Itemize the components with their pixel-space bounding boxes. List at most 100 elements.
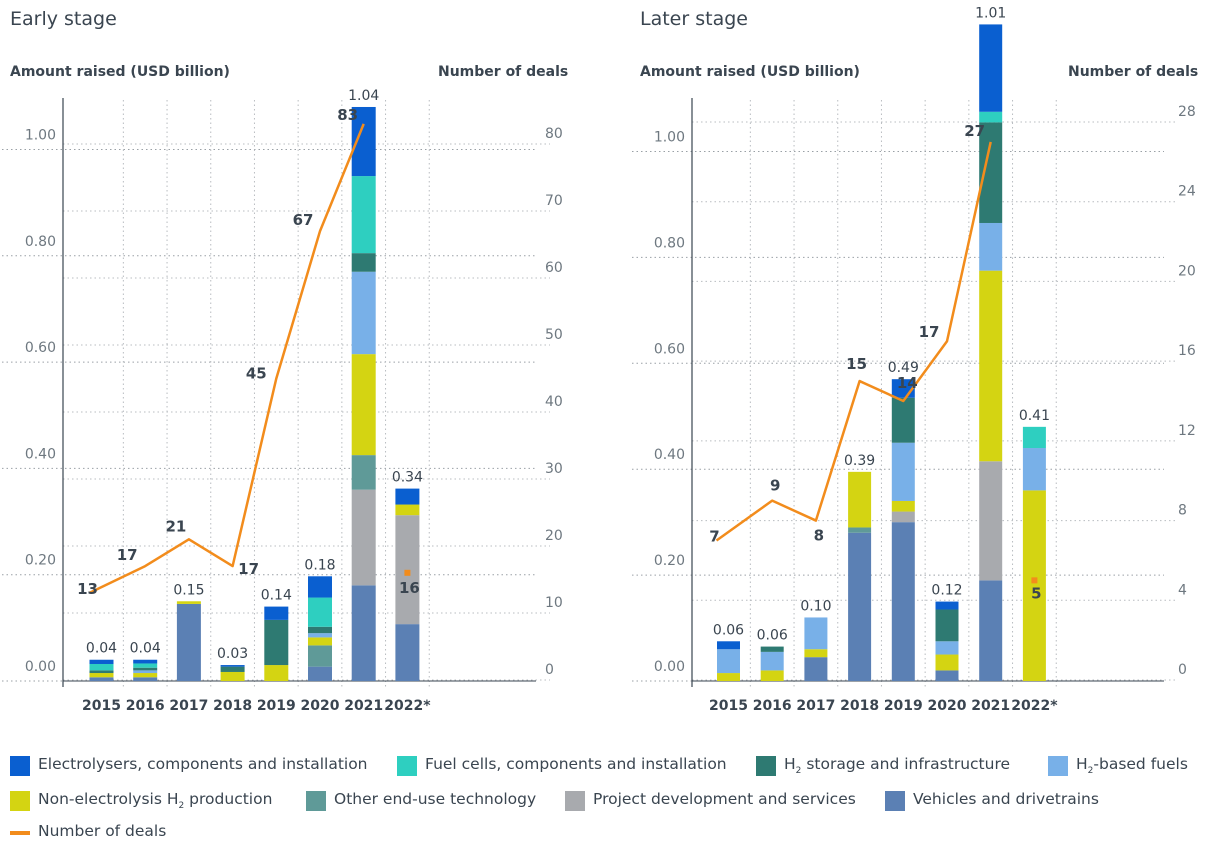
bar-total-label: 0.03 bbox=[217, 646, 248, 662]
legend-label-projectdev: Project development and services bbox=[593, 790, 856, 808]
y2-tick-label: 80 bbox=[545, 126, 563, 142]
bar-segment bbox=[1022, 426, 1046, 449]
bar-total-label: 0.10 bbox=[800, 598, 831, 614]
early-y2label: Number of deals bbox=[438, 64, 569, 80]
legend-label-h2storage: H2 storage and infrastructure bbox=[784, 755, 1011, 777]
y2-tick-label: 12 bbox=[1178, 423, 1196, 439]
bar-segment bbox=[351, 271, 376, 355]
y2-tick-label: 16 bbox=[1178, 343, 1196, 359]
x-tick-label: 2017 bbox=[796, 698, 835, 714]
legend-swatch-fuelcells bbox=[397, 756, 417, 776]
bar-segment bbox=[935, 654, 959, 671]
y2-tick-label: 40 bbox=[545, 394, 563, 410]
deals-value-label: 5 bbox=[1031, 584, 1041, 602]
y2-tick-label: 60 bbox=[545, 260, 563, 276]
legend-label-otherenduse: Other end-use technology bbox=[334, 790, 537, 808]
deals-value-label: 7 bbox=[709, 528, 719, 546]
bar-segment bbox=[351, 489, 376, 586]
y-tick-label: 0.00 bbox=[25, 659, 56, 675]
bar-total-label: 0.18 bbox=[304, 557, 335, 573]
bar-segment bbox=[89, 659, 114, 664]
bar-total-label: 0.39 bbox=[844, 453, 875, 469]
x-tick-label: 2018 bbox=[840, 698, 879, 714]
y2-tick-label: 0 bbox=[545, 662, 554, 678]
x-tick-label: 2017 bbox=[169, 698, 208, 714]
y-tick-label: 0.40 bbox=[25, 446, 56, 462]
bar-segment bbox=[264, 606, 289, 620]
bar-segment bbox=[133, 670, 158, 674]
bar-segment bbox=[848, 532, 872, 681]
later-y2label: Number of deals bbox=[1068, 64, 1199, 80]
legend-swatch-nonelectrolysis bbox=[10, 791, 30, 811]
bar-total-label: 0.04 bbox=[86, 641, 117, 657]
deals-value-label: 17 bbox=[919, 323, 940, 341]
y-tick-label: 0.00 bbox=[654, 659, 685, 675]
x-tick-label: 2016 bbox=[126, 698, 165, 714]
y2-tick-label: 24 bbox=[1178, 184, 1196, 200]
bar-segment bbox=[891, 511, 915, 523]
bar-total-label: 0.41 bbox=[1019, 408, 1050, 424]
bar-segment bbox=[351, 585, 376, 681]
charts-svg: 0.000.200.400.600.801.000102030405060708… bbox=[2, 5, 1196, 714]
y-tick-label: 0.20 bbox=[654, 553, 685, 569]
x-tick-label: 2019 bbox=[257, 698, 296, 714]
x-tick-label: 2022* bbox=[1011, 698, 1058, 714]
early-ylabel: Amount raised (USD billion) bbox=[10, 64, 230, 80]
y-tick-label: 1.00 bbox=[25, 128, 56, 144]
y-tick-label: 0.80 bbox=[654, 235, 685, 251]
later-ylabel: Amount raised (USD billion) bbox=[640, 64, 860, 80]
bar-segment bbox=[717, 649, 740, 674]
bar-segment bbox=[935, 609, 959, 642]
legend-swatch-deals bbox=[10, 831, 30, 835]
bar-total-label: 0.04 bbox=[130, 641, 161, 657]
y-tick-label: 1.00 bbox=[654, 130, 685, 146]
bar-segment bbox=[717, 673, 740, 681]
bar-total-label: 0.06 bbox=[713, 622, 744, 638]
bar-segment bbox=[351, 176, 376, 254]
bar-segment bbox=[891, 500, 915, 512]
bar-segment bbox=[760, 651, 784, 671]
x-tick-label: 2020 bbox=[928, 698, 967, 714]
bar-segment bbox=[220, 665, 245, 667]
bar-segment bbox=[979, 222, 1003, 271]
bar-segment bbox=[308, 576, 332, 598]
x-tick-label: 2022* bbox=[384, 698, 431, 714]
bar-total-label: 1.04 bbox=[348, 88, 379, 104]
deals-value-label: 27 bbox=[964, 122, 985, 140]
bar-segment bbox=[308, 666, 332, 681]
legend-label-h2fuels: H2-based fuels bbox=[1076, 755, 1188, 777]
bar-segment bbox=[220, 671, 245, 681]
bar-segment bbox=[133, 663, 158, 668]
bar-segment bbox=[133, 667, 158, 671]
deals-line bbox=[88, 123, 365, 595]
deals-marker-2022 bbox=[1031, 577, 1038, 584]
bar-segment bbox=[979, 461, 1003, 581]
x-tick-label: 2020 bbox=[301, 698, 340, 714]
deals-marker-2022 bbox=[404, 569, 411, 576]
bar-segment bbox=[89, 673, 114, 678]
bar-segment bbox=[935, 601, 959, 610]
bar-segment bbox=[979, 122, 1003, 223]
legend-label-vehicles: Vehicles and drivetrains bbox=[913, 790, 1099, 808]
deals-value-label: 17 bbox=[117, 546, 138, 564]
x-tick-label: 2021 bbox=[344, 698, 383, 714]
legend-label-electrolysers: Electrolysers, components and installati… bbox=[38, 755, 368, 773]
bar-segment bbox=[133, 677, 158, 681]
bar-segment bbox=[891, 397, 915, 443]
legend-label-deals: Number of deals bbox=[38, 822, 167, 840]
bar-segment bbox=[935, 670, 959, 681]
legend-swatch-h2fuels bbox=[1048, 756, 1068, 776]
x-tick-label: 2015 bbox=[82, 698, 121, 714]
bar-segment bbox=[979, 580, 1003, 681]
y2-tick-label: 28 bbox=[1178, 104, 1196, 120]
legend-swatch-otherenduse bbox=[306, 791, 326, 811]
deals-value-label: 17 bbox=[238, 560, 259, 578]
bar-total-label: 0.15 bbox=[173, 582, 204, 598]
bar-segment bbox=[220, 666, 245, 672]
bar-segment bbox=[891, 522, 915, 681]
bar-segment bbox=[89, 677, 114, 681]
deals-value-label: 67 bbox=[293, 211, 314, 229]
bar-total-label: 0.49 bbox=[888, 360, 919, 376]
x-tick-label: 2015 bbox=[709, 698, 748, 714]
bar-segment bbox=[264, 665, 289, 681]
